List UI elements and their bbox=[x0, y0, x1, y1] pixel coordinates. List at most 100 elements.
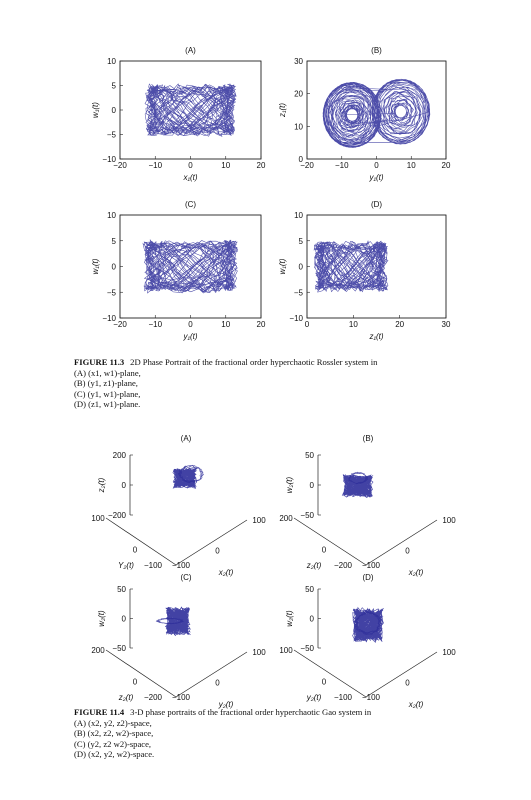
caption-heading: FIGURE 11.4 3-D phase portraits of the fr… bbox=[74, 707, 371, 718]
x-tick-label: −20 bbox=[113, 320, 127, 329]
x-tick-label: 20 bbox=[257, 161, 266, 170]
vertical-axis-label: z₂(t) bbox=[97, 477, 106, 493]
figure-11-4-plots: (A) 200 0 −200 100 0 −100 −100 0 100 z₂(t) Y₂(t) x₂(… bbox=[91, 434, 456, 709]
x-tick-label: 10 bbox=[221, 320, 230, 329]
right-axis-tick-label: 100 bbox=[252, 516, 266, 525]
y-tick-label: 5 bbox=[112, 82, 117, 91]
y-tick-label: 0 bbox=[112, 263, 117, 272]
phase-space-panel: (B) 50 0 −50 200 0 −200 −100 0 100 w₂(t) z₂(t) x₂(t) bbox=[279, 434, 456, 577]
y-tick-label: −5 bbox=[107, 131, 117, 140]
trajectory-curve bbox=[142, 239, 239, 294]
y-tick-label: 10 bbox=[294, 211, 303, 220]
y-tick-label: −10 bbox=[102, 314, 116, 323]
y-tick-label: 5 bbox=[112, 237, 117, 246]
right-axis-tick-label: −100 bbox=[172, 693, 191, 702]
y-tick-label: 10 bbox=[107, 57, 116, 66]
x-tick-label: 20 bbox=[442, 161, 451, 170]
y-tick-label: 0 bbox=[299, 155, 304, 164]
right-floor-axis bbox=[175, 651, 248, 698]
phase-space-panel: (C) 50 0 −50 200 0 −200 −100 0 100 w₂(t) z₂(t) y₂(t) bbox=[91, 573, 266, 709]
trajectory-curve bbox=[172, 466, 198, 489]
y-tick-label: −10 bbox=[289, 314, 303, 323]
phase-portrait-panel: (B) −20 −10 0 10 20 0 10 20 30 y₁(t) z₁(t) bbox=[278, 46, 451, 182]
left-floor-axis bbox=[293, 649, 367, 698]
x-tick-label: 10 bbox=[407, 161, 416, 170]
trajectory-curve bbox=[164, 606, 192, 637]
x-tick-label: 10 bbox=[349, 320, 358, 329]
z-tick-label: 0 bbox=[122, 615, 127, 624]
caption-item: (A) (x1, w1)-plane, bbox=[74, 367, 141, 378]
x-tick-label: −10 bbox=[335, 161, 349, 170]
right-axis-tick-label: 0 bbox=[405, 679, 410, 688]
right-axis-tick-label: −100 bbox=[362, 561, 381, 570]
left-axis-tick-label: −100 bbox=[144, 561, 163, 570]
panel-title: (A) bbox=[181, 434, 192, 443]
caption-item: (A) (x2, y2, z2)-space, bbox=[74, 717, 152, 728]
trajectory-loop bbox=[155, 617, 185, 625]
right-axis-tick-label: 100 bbox=[442, 516, 456, 525]
x-tick-label: −10 bbox=[148, 320, 162, 329]
figure-label: FIGURE 11.4 bbox=[74, 707, 125, 717]
caption-text: 2D Phase Portrait of the fractional orde… bbox=[130, 357, 378, 367]
y-tick-label: −10 bbox=[102, 155, 116, 164]
y-axis-label: w₁(t) bbox=[91, 102, 100, 118]
left-axis-label: z₂(t) bbox=[306, 561, 322, 570]
panel-title: (C) bbox=[180, 573, 191, 582]
z-tick-label: 0 bbox=[122, 481, 127, 490]
figure-11-4-caption: FIGURE 11.4 3-D phase portraits of the fr… bbox=[74, 707, 371, 760]
vertical-axis-label: w₂(t) bbox=[285, 610, 294, 627]
z-tick-label: −50 bbox=[112, 644, 126, 653]
right-axis-tick-label: −100 bbox=[172, 561, 191, 570]
trajectory-curve bbox=[341, 473, 374, 498]
y-tick-label: 20 bbox=[294, 90, 303, 99]
y-axis-label: z₁(t) bbox=[278, 103, 287, 118]
y-axis-label: w₁(t) bbox=[278, 258, 287, 274]
x-tick-label: 20 bbox=[257, 320, 266, 329]
left-axis-tick-label: −200 bbox=[334, 561, 353, 570]
left-axis-label: z₂(t) bbox=[118, 693, 134, 702]
z-tick-label: −50 bbox=[300, 511, 314, 520]
x-axis-label: x₁(t) bbox=[182, 173, 197, 182]
left-floor-axis bbox=[293, 517, 367, 566]
z-tick-label: 50 bbox=[117, 585, 126, 594]
x-tick-label: 0 bbox=[188, 161, 193, 170]
z-tick-label: 50 bbox=[305, 451, 314, 460]
figure-11-3-caption: FIGURE 11.3 2D Phase Portrait of the frac… bbox=[74, 357, 377, 410]
left-axis-tick-label: 200 bbox=[91, 646, 105, 655]
phase-space-panel: (D) 50 0 −50 100 0 −100 −100 0 100 w₂(t) y₂(t) x₂(t) bbox=[279, 573, 456, 709]
caption-item: (D) (z1, w1)-plane. bbox=[74, 399, 141, 410]
y-tick-label: 0 bbox=[299, 263, 304, 272]
right-axis-tick-label: 100 bbox=[442, 648, 456, 657]
trajectory-curve bbox=[144, 83, 237, 137]
panel-title: (B) bbox=[371, 46, 382, 55]
right-floor-axis bbox=[175, 519, 248, 566]
figure-11-3-plots: (A)−20 −10 0 10 20−10−50510x₁(t)w₁(t)(B)−20−… bbox=[91, 46, 451, 341]
right-axis-tick-label: 0 bbox=[215, 547, 220, 556]
left-axis-tick-label: 0 bbox=[133, 546, 138, 555]
z-tick-label: −50 bbox=[300, 644, 314, 653]
y-tick-label: 0 bbox=[112, 106, 117, 115]
x-axis-label: y₁(t) bbox=[182, 332, 197, 341]
x-tick-label: 0 bbox=[374, 161, 379, 170]
caption-text: 3-D phase portraits of the fractional or… bbox=[130, 707, 372, 717]
panel-title: (D) bbox=[362, 573, 373, 582]
caption-item: (B) (x2, z2, w2)-space, bbox=[74, 728, 154, 739]
z-tick-label: 50 bbox=[305, 585, 314, 594]
y-tick-label: −5 bbox=[294, 288, 304, 297]
y-axis-label: w₁(t) bbox=[91, 258, 100, 274]
x-tick-label: 10 bbox=[221, 161, 230, 170]
right-axis-label: x₂(t) bbox=[218, 568, 234, 577]
left-axis-tick-label: 0 bbox=[322, 546, 327, 555]
left-axis-tick-label: 0 bbox=[322, 678, 327, 687]
z-tick-label: 0 bbox=[310, 615, 315, 624]
x-axis-label: y₁(t) bbox=[368, 173, 383, 182]
left-axis-tick-label: 0 bbox=[133, 678, 138, 687]
z-tick-label: −200 bbox=[108, 511, 127, 520]
left-axis-label: Y₂(t) bbox=[118, 561, 134, 570]
y-tick-label: −5 bbox=[107, 288, 117, 297]
x-tick-label: 0 bbox=[305, 320, 310, 329]
left-axis-tick-label: 200 bbox=[279, 514, 293, 523]
